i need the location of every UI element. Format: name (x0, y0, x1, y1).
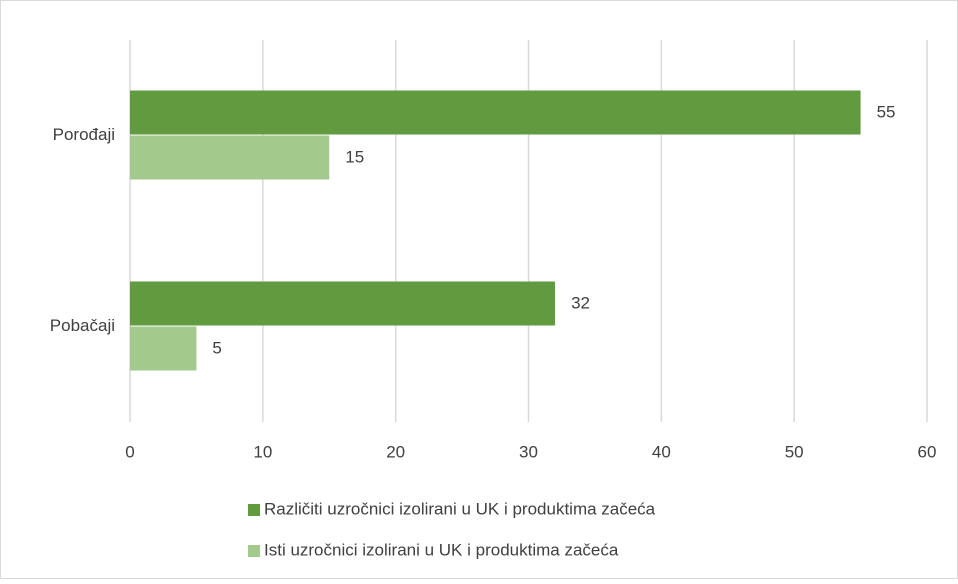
x-tick-label: 20 (386, 442, 405, 461)
bar (130, 281, 556, 326)
bar (130, 326, 197, 371)
legend-swatch (248, 545, 260, 557)
x-tick-label: 30 (519, 442, 538, 461)
x-tick-label: 60 (918, 442, 937, 461)
x-tick-label: 10 (253, 442, 272, 461)
bar (130, 90, 861, 135)
legend-label: Isti uzročnici izolirani u UK i produkti… (264, 540, 619, 559)
legend-label: Različiti uzročnici izolirani u UK i pro… (264, 499, 656, 518)
legend-swatch (248, 504, 260, 516)
data-label: 32 (571, 293, 590, 312)
x-tick-label: 0 (125, 442, 134, 461)
data-label: 15 (345, 147, 364, 166)
x-tick-label: 50 (785, 442, 804, 461)
y-tick-label: Pobačaji (50, 316, 115, 335)
y-tick-label: Porođaji (53, 125, 115, 144)
data-label: 55 (877, 102, 896, 121)
x-tick-label: 40 (652, 442, 671, 461)
data-label: 5 (212, 338, 221, 357)
bar (130, 135, 330, 180)
